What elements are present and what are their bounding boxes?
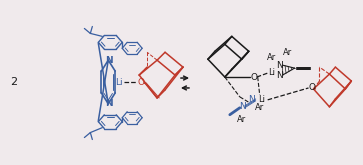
Text: Li: Li [258,95,265,104]
Text: Ar: Ar [255,103,264,112]
Text: N: N [248,95,255,104]
Text: Ar: Ar [267,53,276,62]
Text: N: N [106,56,113,65]
Text: 2: 2 [10,77,17,87]
Text: Ar: Ar [283,48,292,57]
Text: Li: Li [115,78,123,86]
Text: Li: Li [268,68,275,77]
Text: O: O [250,73,257,82]
Text: O: O [138,78,144,86]
Text: N: N [276,61,283,70]
Text: O: O [308,83,315,92]
Text: Ar: Ar [237,115,246,124]
Text: N: N [276,71,283,80]
Text: N: N [239,102,246,111]
Text: N: N [106,99,113,108]
